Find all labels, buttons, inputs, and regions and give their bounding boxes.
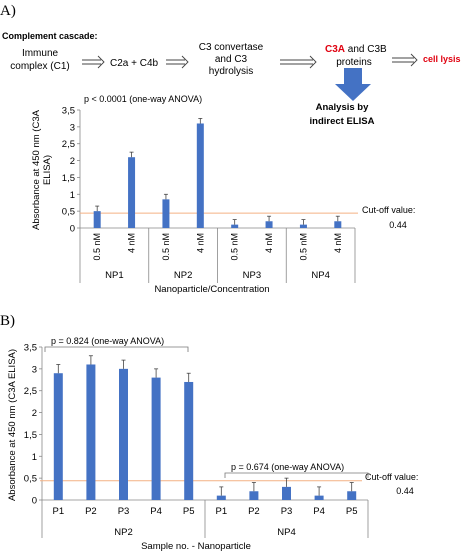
chart-b-group-label: NP4 (277, 527, 295, 538)
chart-b-x-tick-label: P2 (248, 506, 260, 517)
chart-b-cutoff-label-line2: 0.44 (396, 486, 414, 496)
chart-b-bar (314, 495, 324, 500)
chart-a-group-label: NP3 (243, 270, 261, 281)
chart-b-bar (216, 495, 226, 500)
chart-a-group-label: NP4 (311, 270, 329, 281)
chart-a-group-label: NP2 (174, 270, 192, 281)
chart-a-y-tick-label: 2 (70, 156, 75, 167)
chart-b: Absorbance at 450 nm (C3A ELISA) Cut-off… (7, 336, 418, 552)
chart-b-bar (282, 486, 291, 500)
chart-a-ylabel-line1: Absorbance at 450 nm (C3A (31, 109, 42, 230)
cell-lysis-label: cell lysis (423, 54, 461, 64)
analysis-line2: indirect ELISA (310, 116, 375, 127)
analysis-line1: Analysis by (316, 102, 370, 113)
chart-a-x-tick-label: 4 nM (195, 233, 205, 253)
chart-b-group-label: NP2 (114, 527, 132, 538)
chart-a: Absorbance at 450 nm (C3A ELISA) p < 0.0… (31, 94, 415, 295)
panel-b-label: B) (0, 313, 15, 329)
chart-b-y-tick-label: 2,5 (24, 386, 37, 397)
chart-a-x-tick-label: 4 nM (127, 233, 137, 253)
chart-a-x-tick-label: 4 nM (333, 233, 343, 253)
cascade-arrow-2 (166, 55, 189, 69)
c3b-label: and C3B (345, 44, 387, 55)
chart-b-cutoff-label-line1: Cut-off value: (365, 472, 418, 482)
chart-a-y-tick-label: 1 (70, 190, 75, 201)
chart-b-ylabel: Absorbance at 450 nm (C3A ELISA) (7, 349, 18, 501)
chart-a-bar (265, 221, 273, 228)
immune-complex-line1: Immune (22, 48, 59, 59)
chart-a-xlabel: Nanoparticle/Concentration (154, 284, 269, 295)
immune-complex-line2: complex (C1) (10, 61, 69, 72)
chart-a-bar (162, 199, 170, 228)
chart-a-cutoff-label-line1: Cut-off value: (362, 205, 415, 215)
chart-b-bar (119, 368, 128, 500)
chart-a-y-tick-label: 2,5 (62, 139, 75, 150)
chart-b-y-tick-label: 1,5 (24, 430, 37, 441)
chart-b-x-tick-label: P4 (313, 506, 325, 517)
chart-b-group-annotation: p = 0.674 (one-way ANOVA) (231, 462, 344, 472)
cascade-heading: Complement cascade: (2, 31, 98, 41)
analysis-down-arrow-icon (335, 68, 371, 101)
chart-b-y-tick-label: 0 (32, 496, 37, 507)
c3a-label: C3A (325, 44, 345, 55)
chart-b-x-tick-label: P3 (118, 506, 130, 517)
chart-a-y-tick-label: 0,5 (62, 207, 75, 218)
chart-b-y-tick-label: 0,5 (24, 474, 37, 485)
chart-a-x-tick-label: 0.5 nM (298, 233, 308, 261)
chart-a-bar (231, 224, 239, 228)
chart-a-ylabel-line2: ELISA) (42, 155, 53, 185)
chart-b-x-tick-label: P5 (346, 506, 358, 517)
chart-b-xlabel: Sample no. - Nanoparticle (141, 541, 251, 552)
chart-b-x-tick-label: P5 (183, 506, 195, 517)
chart-a-x-tick-label: 4 nM (264, 233, 274, 253)
chart-b-bracket (224, 472, 369, 478)
chart-a-bar (334, 221, 342, 228)
chart-a-y-tick-label: 0 (70, 224, 75, 235)
chart-a-x-tick-label: 0.5 nM (161, 233, 171, 261)
chart-b-group-annotation: p = 0.824 (one-way ANOVA) (51, 336, 164, 346)
chart-b-y-tick-label: 1 (32, 452, 37, 463)
chart-a-y-tick-label: 3,5 (62, 106, 75, 117)
chart-b-bar (249, 491, 259, 500)
chart-b-y-tick-label: 3,5 (24, 343, 37, 354)
chart-a-bar (128, 157, 136, 228)
chart-a-cutoff-label-line2: 0.44 (389, 220, 407, 230)
cascade-arrow-3 (280, 55, 317, 69)
chart-b-x-tick-label: P2 (85, 506, 97, 517)
chart-b-x-tick-label: P1 (215, 506, 227, 517)
chart-a-bar (196, 123, 204, 228)
c3-convertase-line3: hydrolysis (209, 66, 253, 77)
chart-a-bar (299, 224, 307, 228)
chart-a-x-tick-label: 0.5 nM (92, 233, 102, 261)
cascade-arrow-1 (82, 55, 105, 69)
chart-b-x-tick-label: P1 (52, 506, 64, 517)
c3-convertase-line1: C3 convertase (199, 42, 264, 53)
chart-a-annotation: p < 0.0001 (one-way ANOVA) (84, 94, 202, 104)
c3a-c3b-label: C3A and C3B (325, 44, 387, 55)
cascade-arrow-4 (392, 53, 418, 67)
chart-b-bar (53, 373, 63, 500)
proteins-label: proteins (336, 57, 372, 68)
chart-b-bar (86, 364, 96, 500)
chart-a-bar (93, 211, 101, 228)
c3-convertase-line2: and C3 (215, 54, 248, 65)
chart-b-y-tick-label: 2 (32, 408, 37, 419)
panel-a-label: A) (0, 3, 16, 19)
chart-b-x-tick-label: P3 (281, 506, 293, 517)
chart-b-bracket (44, 346, 189, 352)
chart-a-y-tick-label: 1,5 (62, 173, 75, 184)
chart-b-x-tick-label: P4 (150, 506, 162, 517)
chart-b-bar (151, 377, 161, 500)
chart-b-y-tick-label: 3 (32, 364, 37, 375)
chart-a-x-tick-label: 0.5 nM (230, 233, 240, 261)
chart-a-y-tick-label: 3 (70, 122, 75, 133)
chart-b-bar (347, 491, 357, 500)
c2a-c4b-label: C2a + C4b (110, 58, 159, 69)
chart-a-group-label: NP1 (105, 270, 123, 281)
chart-b-bar (184, 381, 194, 500)
